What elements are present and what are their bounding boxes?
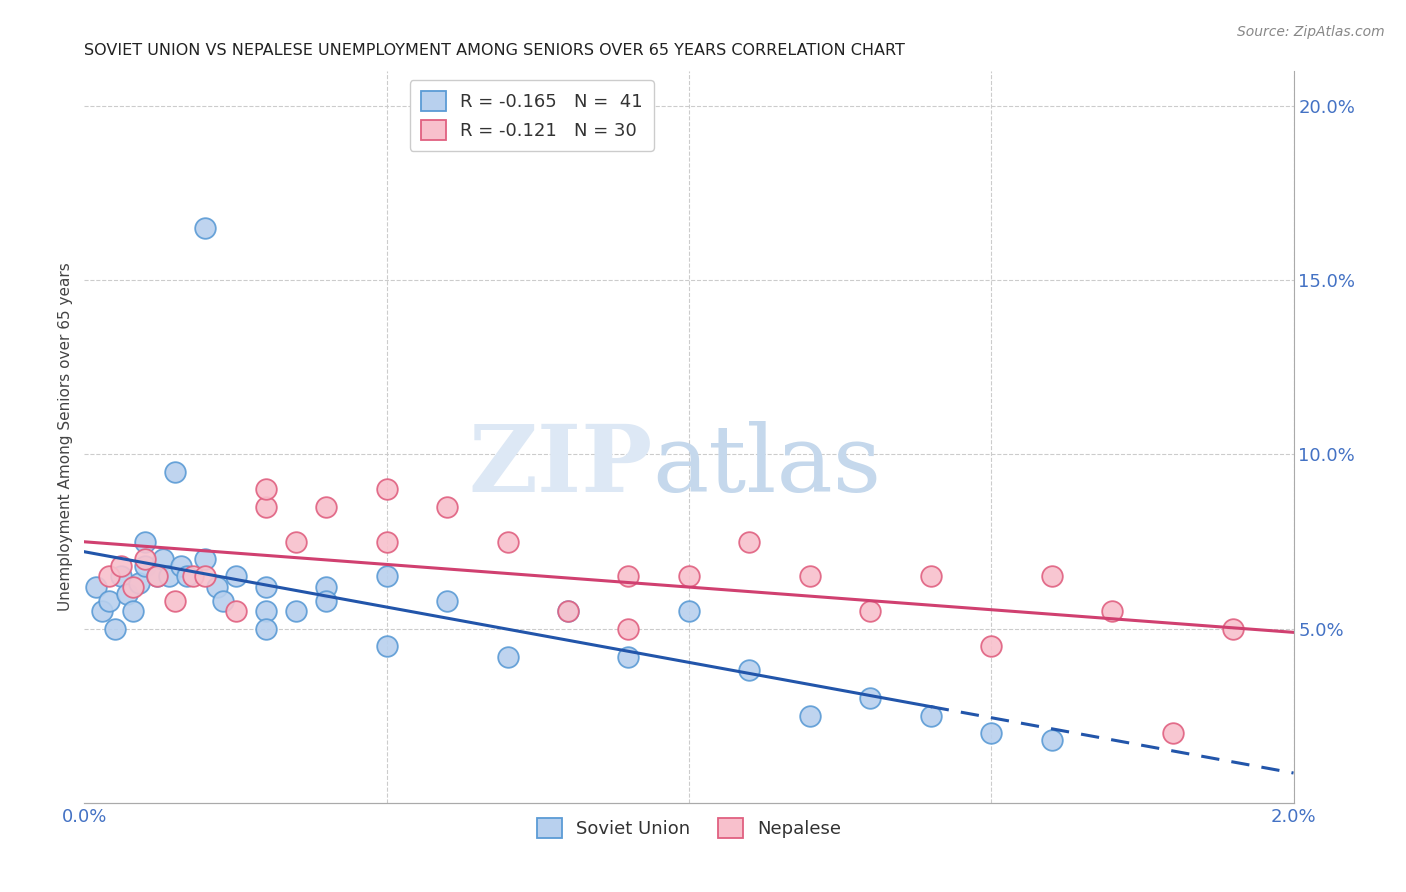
- Point: [1222, 622, 1244, 636]
- Point: [617, 569, 640, 583]
- Point: [134, 558, 156, 573]
- Point: [799, 569, 821, 583]
- Point: [121, 580, 143, 594]
- Point: [738, 664, 761, 678]
- Point: [194, 569, 217, 583]
- Text: ZIP: ZIP: [468, 421, 652, 511]
- Y-axis label: Unemployment Among Seniors over 65 years: Unemployment Among Seniors over 65 years: [58, 263, 73, 611]
- Point: [496, 649, 519, 664]
- Point: [980, 726, 1002, 740]
- Point: [617, 622, 640, 636]
- Point: [496, 534, 519, 549]
- Point: [181, 569, 204, 583]
- Point: [194, 221, 217, 235]
- Point: [165, 465, 187, 479]
- Point: [254, 500, 277, 514]
- Point: [557, 604, 579, 618]
- Point: [1161, 726, 1184, 740]
- Point: [920, 708, 942, 723]
- Text: atlas: atlas: [652, 421, 882, 511]
- Point: [799, 708, 821, 723]
- Point: [678, 604, 700, 618]
- Point: [375, 534, 398, 549]
- Point: [920, 569, 942, 583]
- Point: [104, 622, 127, 636]
- Point: [110, 558, 132, 573]
- Point: [212, 594, 235, 608]
- Legend: Soviet Union, Nepalese: Soviet Union, Nepalese: [530, 811, 848, 845]
- Point: [375, 483, 398, 497]
- Point: [134, 534, 156, 549]
- Point: [617, 649, 640, 664]
- Point: [91, 604, 114, 618]
- Point: [285, 604, 308, 618]
- Point: [97, 569, 120, 583]
- Point: [980, 639, 1002, 653]
- Point: [225, 604, 247, 618]
- Point: [146, 569, 169, 583]
- Point: [207, 580, 229, 594]
- Point: [165, 594, 187, 608]
- Point: [436, 594, 458, 608]
- Point: [176, 569, 198, 583]
- Text: SOVIET UNION VS NEPALESE UNEMPLOYMENT AMONG SENIORS OVER 65 YEARS CORRELATION CH: SOVIET UNION VS NEPALESE UNEMPLOYMENT AM…: [84, 43, 905, 58]
- Point: [134, 552, 156, 566]
- Point: [436, 500, 458, 514]
- Point: [225, 569, 247, 583]
- Point: [859, 604, 882, 618]
- Text: Source: ZipAtlas.com: Source: ZipAtlas.com: [1237, 25, 1385, 39]
- Point: [375, 569, 398, 583]
- Point: [115, 587, 138, 601]
- Point: [375, 639, 398, 653]
- Point: [128, 576, 150, 591]
- Point: [194, 552, 217, 566]
- Point: [859, 691, 882, 706]
- Point: [1040, 733, 1063, 747]
- Point: [170, 558, 193, 573]
- Point: [738, 534, 761, 549]
- Point: [315, 500, 337, 514]
- Point: [110, 569, 132, 583]
- Point: [152, 552, 174, 566]
- Point: [1040, 569, 1063, 583]
- Point: [97, 594, 120, 608]
- Point: [254, 604, 277, 618]
- Point: [315, 594, 337, 608]
- Point: [678, 569, 700, 583]
- Point: [557, 604, 579, 618]
- Point: [285, 534, 308, 549]
- Point: [121, 604, 143, 618]
- Point: [1101, 604, 1123, 618]
- Point: [86, 580, 108, 594]
- Point: [254, 622, 277, 636]
- Point: [146, 569, 169, 583]
- Point: [254, 580, 277, 594]
- Point: [157, 569, 180, 583]
- Point: [254, 483, 277, 497]
- Point: [315, 580, 337, 594]
